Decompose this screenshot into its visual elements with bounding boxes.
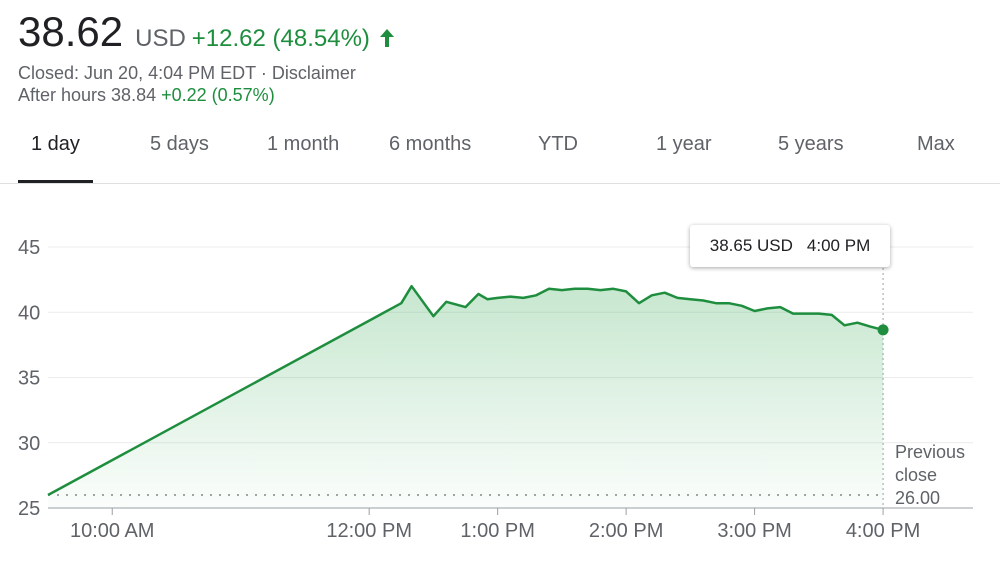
arrow-up-icon xyxy=(379,29,394,47)
y-axis-ticks: 25 30 35 40 45 xyxy=(18,237,40,520)
x-axis-ticks: 10:00 AM 12:00 PM 1:00 PM 2:00 PM 3:00 PM 4:0… xyxy=(70,508,920,542)
closed-label: Closed: Jun 20, 4:04 PM EDT xyxy=(18,63,256,83)
previous-close-value: 26.00 xyxy=(895,488,940,508)
x-tick-label: 12:00 PM xyxy=(326,520,412,542)
tab-ytd[interactable]: YTD xyxy=(538,133,578,155)
quote-header: 38.62 USD +12.62 (48.54%) Closed: Jun 20… xyxy=(18,8,396,106)
currency-label: USD xyxy=(135,25,186,52)
price-area-fill xyxy=(48,286,884,508)
y-tick-label: 40 xyxy=(18,302,40,324)
x-tick-label: 2:00 PM xyxy=(589,520,663,542)
separator: · xyxy=(260,63,267,83)
price-line xyxy=(47,284,884,497)
y-tick-label: 45 xyxy=(18,237,40,259)
tab-6-months[interactable]: 6 months xyxy=(389,133,472,155)
tab-1-year[interactable]: 1 year xyxy=(656,133,712,155)
active-tab-indicator xyxy=(18,180,93,183)
tab-5-years[interactable]: 5 years xyxy=(778,133,844,155)
after-hours-info: After hours 38.84 +0.22 (0.57%) xyxy=(18,84,396,106)
tooltip-value: 38.65 USD xyxy=(709,236,793,255)
previous-close-label-line1: Previous xyxy=(895,442,965,462)
price-chart[interactable]: 25 30 35 40 45 10:00 AM 12:00 PM 1:00 PM 2:00 P… xyxy=(0,184,1000,572)
after-hours-label: After hours 38.84 xyxy=(18,85,157,105)
disclaimer-link[interactable]: Disclaimer xyxy=(271,63,356,83)
tab-max[interactable]: Max xyxy=(917,133,955,155)
x-tick-label: 1:00 PM xyxy=(460,520,534,542)
last-price-marker[interactable] xyxy=(877,324,889,336)
price-row: 38.62 USD +12.62 (48.54%) xyxy=(18,8,396,56)
y-tick-label: 25 xyxy=(18,498,40,520)
tooltip-time: 4:00 PM xyxy=(806,236,871,255)
price-tooltip: 38.65 USD 4:00 PM xyxy=(690,225,890,267)
x-tick-label: 4:00 PM xyxy=(846,520,920,542)
y-tick-label: 35 xyxy=(18,368,40,390)
x-tick-label: 10:00 AM xyxy=(70,520,155,542)
x-tick-label: 3:00 PM xyxy=(717,520,791,542)
y-tick-label: 30 xyxy=(18,433,40,455)
current-price: 38.62 xyxy=(18,8,124,55)
range-tabs: 1 day 5 days 1 month 6 months YTD 1 year… xyxy=(0,123,1000,184)
closed-info: Closed: Jun 20, 4:04 PM EDT · Disclaimer xyxy=(18,62,396,84)
tab-1-day[interactable]: 1 day xyxy=(31,133,80,155)
after-hours-change: +0.22 (0.57%) xyxy=(161,85,275,105)
tab-5-days[interactable]: 5 days xyxy=(150,133,209,155)
price-change: +12.62 (48.54%) xyxy=(191,25,370,52)
previous-close-label-line2: close xyxy=(895,465,937,485)
tab-1-month[interactable]: 1 month xyxy=(267,133,340,155)
